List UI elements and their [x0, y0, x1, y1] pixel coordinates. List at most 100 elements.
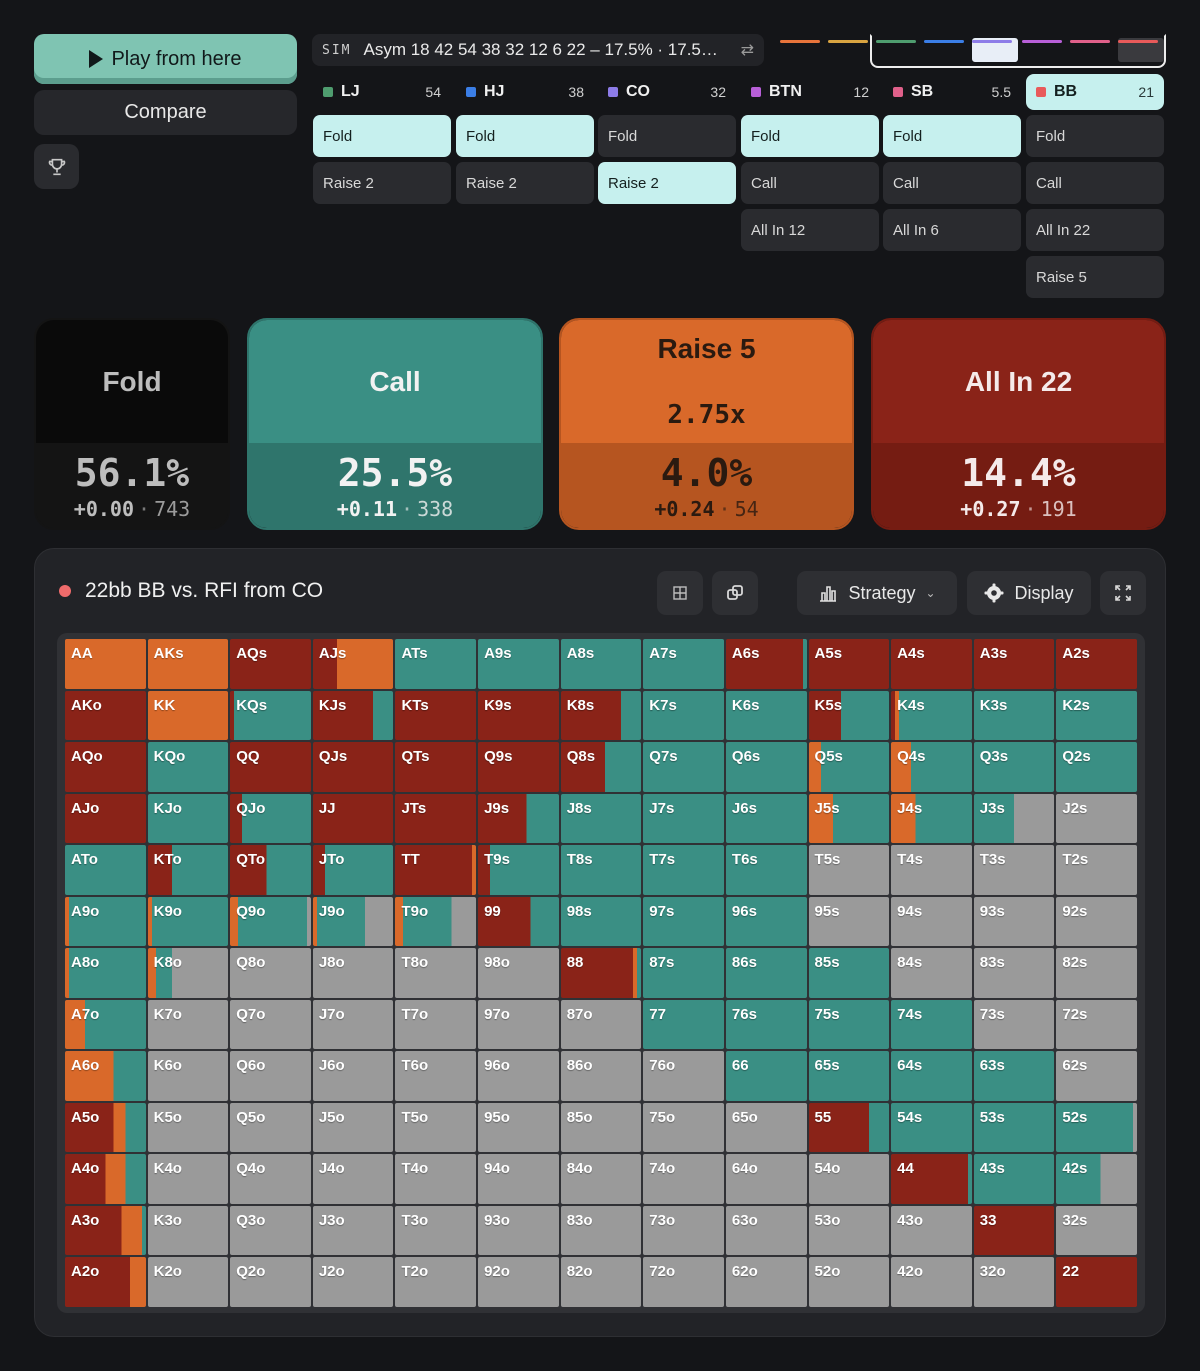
hand-cell[interactable]: 97o — [478, 999, 559, 1050]
action-button[interactable]: Fold — [741, 115, 879, 157]
hand-cell[interactable]: A2s — [1056, 639, 1137, 689]
hand-cell[interactable]: K7s — [643, 690, 724, 741]
hand-cell[interactable]: 63s — [973, 1051, 1055, 1101]
hand-cell[interactable]: A6o — [65, 1051, 146, 1101]
hand-cell[interactable]: 96s — [725, 896, 807, 947]
hand-cell[interactable]: 75s — [808, 999, 890, 1050]
hand-cell[interactable]: 98s — [560, 896, 642, 947]
hand-cell[interactable]: J3o — [312, 1205, 394, 1256]
hand-cell[interactable]: T4s — [891, 845, 972, 895]
hand-cell[interactable]: QTo — [230, 845, 311, 895]
hand-cell[interactable]: 84s — [891, 948, 972, 998]
grid-view-button[interactable] — [657, 571, 703, 615]
hand-cell[interactable]: T9o — [395, 896, 477, 947]
hand-cell[interactable]: T3o — [395, 1205, 477, 1256]
hand-cell[interactable]: A6s — [725, 639, 807, 689]
hand-cell[interactable]: 82o — [560, 1257, 642, 1307]
hand-cell[interactable]: Q4s — [891, 742, 972, 792]
hand-cell[interactable]: 76o — [643, 1051, 724, 1101]
hand-cell[interactable]: A9s — [478, 639, 559, 689]
hand-cell[interactable]: A8o — [65, 948, 146, 998]
action-button[interactable]: All In 22 — [1026, 209, 1164, 251]
action-button[interactable]: Call — [883, 162, 1021, 204]
hand-cell[interactable]: J8o — [312, 948, 394, 998]
hand-cell[interactable]: K5s — [808, 690, 890, 741]
hand-cell[interactable]: A7s — [643, 639, 724, 689]
hand-cell[interactable]: 54o — [808, 1154, 890, 1204]
position-header[interactable]: LJ 54 — [313, 74, 451, 110]
compare-button[interactable]: Compare — [34, 90, 297, 135]
hand-cell[interactable]: Q2s — [1056, 742, 1137, 792]
action-button[interactable]: Raise 2 — [456, 162, 594, 204]
hand-cell[interactable]: 65o — [725, 1102, 807, 1153]
hand-cell[interactable]: 98o — [478, 948, 559, 998]
hand-cell[interactable]: Q7o — [230, 999, 311, 1050]
hand-cell[interactable]: A4s — [891, 639, 972, 689]
hand-cell[interactable]: 83o — [560, 1205, 642, 1256]
hand-cell[interactable]: K9s — [478, 690, 559, 741]
summary-card-call[interactable]: Call 25.5% +0.11 · 338 — [247, 318, 543, 530]
hand-cell[interactable]: KTs — [395, 690, 477, 741]
action-button[interactable]: All In 12 — [741, 209, 879, 251]
hand-cell[interactable]: 53s — [973, 1102, 1055, 1153]
hand-cell[interactable]: T8s — [560, 845, 642, 895]
hand-cell[interactable]: T5o — [395, 1102, 477, 1153]
hand-cell[interactable]: ATs — [395, 639, 477, 689]
hand-cell[interactable]: AQs — [230, 639, 311, 689]
hand-cell[interactable]: 66 — [725, 1051, 807, 1101]
action-button[interactable]: Raise 5 — [1026, 256, 1164, 298]
position-history-strip[interactable] — [776, 34, 1166, 68]
hand-cell[interactable]: QTs — [395, 742, 477, 792]
hand-cell[interactable]: J9s — [478, 793, 559, 844]
copy-button[interactable] — [712, 571, 758, 615]
hand-cell[interactable]: T9s — [478, 845, 559, 895]
hand-cell[interactable]: A5o — [65, 1102, 146, 1153]
action-button[interactable]: Fold — [883, 115, 1021, 157]
hand-cell[interactable]: 77 — [643, 999, 724, 1050]
hand-cell[interactable]: Q5s — [808, 742, 890, 792]
hand-cell[interactable]: 33 — [973, 1205, 1055, 1256]
position-header[interactable]: BB 21 — [1026, 74, 1164, 110]
hand-cell[interactable]: JJ — [312, 793, 394, 844]
hand-cell[interactable]: K3o — [147, 1205, 229, 1256]
position-header[interactable]: HJ 38 — [456, 74, 594, 110]
hand-cell[interactable]: Q8s — [560, 742, 642, 792]
hand-cell[interactable]: 84o — [560, 1154, 642, 1204]
hand-cell[interactable]: 82s — [1056, 948, 1137, 998]
trophy-button[interactable] — [34, 144, 79, 189]
hand-cell[interactable]: KK — [147, 690, 229, 741]
hand-cell[interactable]: T6s — [725, 845, 807, 895]
hand-cell[interactable]: J8s — [560, 793, 642, 844]
hand-cell[interactable]: Q3s — [973, 742, 1055, 792]
hand-cell[interactable]: A2o — [65, 1257, 146, 1307]
hand-cell[interactable]: Q5o — [230, 1102, 311, 1153]
fullscreen-button[interactable] — [1100, 571, 1146, 615]
position-header[interactable]: BTN 12 — [741, 74, 879, 110]
hand-cell[interactable]: J4o — [312, 1154, 394, 1204]
hand-cell[interactable]: T3s — [973, 845, 1055, 895]
hand-cell[interactable]: 92s — [1056, 896, 1137, 947]
action-button[interactable]: Raise 2 — [313, 162, 451, 204]
hand-cell[interactable]: A7o — [65, 999, 146, 1050]
hand-cell[interactable]: AJs — [312, 639, 394, 689]
hand-cell[interactable]: K4o — [147, 1154, 229, 1204]
hand-cell[interactable]: J6s — [725, 793, 807, 844]
hand-cell[interactable]: 74o — [643, 1154, 724, 1204]
hand-cell[interactable]: 43o — [891, 1205, 972, 1256]
hand-cell[interactable]: TT — [395, 845, 477, 895]
hand-cell[interactable]: Q9s — [478, 742, 559, 792]
hand-cell[interactable]: 96o — [478, 1051, 559, 1101]
hand-cell[interactable]: 65s — [808, 1051, 890, 1101]
hand-cell[interactable]: J3s — [973, 793, 1055, 844]
hand-cell[interactable]: 54s — [891, 1102, 972, 1153]
display-button[interactable]: Display — [967, 571, 1091, 615]
hand-cell[interactable]: K7o — [147, 999, 229, 1050]
hand-cell[interactable]: AKs — [147, 639, 229, 689]
hand-cell[interactable]: 99 — [478, 896, 559, 947]
hand-cell[interactable]: 86o — [560, 1051, 642, 1101]
hand-cell[interactable]: K8o — [147, 948, 229, 998]
hand-cell[interactable]: 42o — [891, 1257, 972, 1307]
hand-cell[interactable]: 85o — [560, 1102, 642, 1153]
action-button[interactable]: All In 6 — [883, 209, 1021, 251]
hand-cell[interactable]: 73s — [973, 999, 1055, 1050]
